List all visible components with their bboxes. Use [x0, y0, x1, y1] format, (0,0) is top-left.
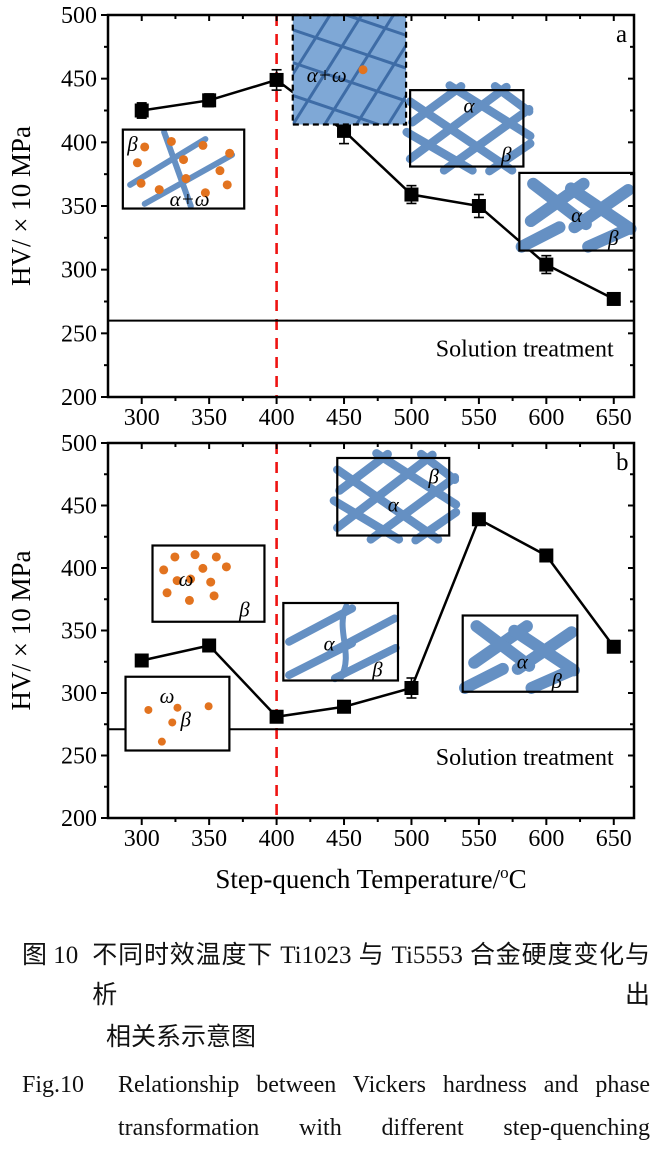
x-axis-tick-label: 600 — [528, 826, 564, 852]
x-axis-tick-label: 650 — [596, 826, 632, 852]
inset-micrograph: αβ — [515, 171, 637, 253]
x-axis-tick-label: 350 — [191, 405, 227, 431]
y-axis-tick-label: 250 — [61, 321, 97, 347]
x-axis-tick-label: 300 — [124, 405, 160, 431]
data-point — [202, 93, 217, 108]
y-axis-tick-label: 350 — [61, 619, 97, 645]
y-axis-title: HV/ × 10 MPa — [6, 126, 36, 286]
inset-label: α+ω — [170, 187, 210, 211]
data-point — [404, 681, 419, 695]
inset-micrograph: αβ — [329, 449, 461, 545]
inset-label: α — [464, 93, 476, 117]
inset-label: α+ω — [307, 63, 347, 87]
inset-label: β — [500, 142, 512, 166]
caption-chinese-line1: 图 10 不同时效温度下 Ti1023 与 Ti5553 合金硬度变化与析出 — [22, 936, 650, 1016]
caption-chinese-figure-number: 图 10 — [22, 942, 79, 969]
x-axis-tick-label: 500 — [393, 405, 429, 431]
data-point — [337, 699, 352, 714]
inset-label: α — [571, 203, 583, 227]
inset-label: α — [388, 493, 400, 517]
x-axis-tick-label: 600 — [528, 405, 564, 431]
y-axis-tick-label: 400 — [61, 556, 97, 582]
y-axis-tick-label: 450 — [61, 67, 97, 93]
inset-label: β — [126, 132, 138, 156]
inset-micrograph: αβ — [459, 614, 580, 694]
x-axis-tick-label: 550 — [461, 405, 497, 431]
solution-treatment-label: Solution treatment — [436, 745, 614, 771]
solution-treatment-label: Solution treatment — [436, 337, 614, 363]
x-axis-tick-label: 450 — [326, 826, 362, 852]
inset-label: α — [517, 649, 529, 673]
data-point — [471, 512, 486, 527]
y-axis-tick-label: 400 — [61, 130, 97, 156]
x-axis-tick-label: 550 — [461, 826, 497, 852]
y-axis-tick-label: 300 — [61, 258, 97, 284]
data-point — [404, 187, 419, 202]
inset-label: β — [371, 658, 383, 682]
y-axis-title: HV/ × 10 MPa — [6, 550, 36, 710]
y-axis-tick-label: 350 — [61, 194, 97, 220]
data-point — [134, 653, 149, 668]
inset-micrograph: α+ω — [291, 13, 408, 126]
axis-ticks — [101, 442, 634, 825]
x-axis-tick-label: 350 — [191, 826, 227, 852]
caption-english-figure-number: Fig.10 — [22, 1072, 85, 1098]
data-point — [269, 72, 284, 87]
caption-english-text: Relationship between Vickers hardness an… — [118, 1064, 650, 1152]
y-axis-tick-label: 200 — [61, 385, 97, 411]
x-axis-tick-label: 450 — [326, 405, 362, 431]
inset-label: β — [550, 669, 562, 693]
x-axis-title: Step-quench Temperature/oC — [215, 863, 526, 894]
inset-label: β — [427, 465, 439, 489]
data-point — [539, 257, 554, 272]
data-point — [337, 123, 352, 138]
data-point — [471, 199, 486, 213]
inset-label: β — [607, 226, 619, 250]
y-axis-tick-label: 500 — [61, 3, 97, 29]
inset-micrograph: ωβ — [124, 675, 231, 752]
data-point — [134, 103, 149, 118]
x-axis-tick-label: 650 — [596, 405, 632, 431]
caption-english-line1: Relationship between Vickers hardness an… — [118, 1072, 650, 1098]
caption-english-line2: transformation with different step-quenc… — [118, 1115, 650, 1141]
axis-ticks — [101, 14, 634, 404]
data-point — [269, 709, 284, 724]
y-axis-tick-label: 200 — [61, 806, 97, 832]
inset-label: ω — [179, 567, 194, 591]
panel-label: b — [616, 449, 629, 476]
data-point — [606, 291, 621, 306]
x-axis-tick-label: 300 — [124, 826, 160, 852]
inset-micrograph: αβ — [402, 81, 535, 176]
panel-label: a — [616, 21, 627, 48]
y-axis-tick-label: 300 — [61, 681, 97, 707]
hardness-curve — [141, 517, 615, 719]
inset-label: β — [180, 708, 192, 732]
inset-micrograph: β α+ω — [121, 128, 246, 211]
inset-label: ω — [160, 684, 175, 708]
inset-label: β — [238, 598, 250, 622]
caption-english: Fig.10 Relationship between Vickers hard… — [22, 1064, 650, 1152]
y-axis-tick-label: 450 — [61, 494, 97, 520]
x-axis-tick-label: 500 — [393, 826, 429, 852]
figure-caption: 图 10 不同时效温度下 Ti1023 与 Ti5553 合金硬度变化与析出 相… — [22, 936, 650, 1152]
y-axis-tick-label: 250 — [61, 744, 97, 770]
caption-chinese-line2: 相关系示意图 — [106, 1024, 257, 1051]
y-axis-tick-label: 500 — [61, 431, 97, 457]
data-point — [539, 548, 554, 563]
inset-micrograph: ωβ — [151, 544, 266, 623]
x-axis-tick-label: 400 — [259, 405, 295, 431]
data-point — [202, 638, 217, 653]
caption-chinese-text: 不同时效温度下 Ti1023 与 Ti5553 合金硬度变化与析出 — [92, 942, 650, 1009]
inset-label: α — [324, 631, 336, 655]
hardness-curve — [141, 78, 615, 301]
inset-micrograph: αβ — [282, 601, 400, 683]
data-point — [606, 639, 621, 654]
x-axis-tick-label: 400 — [259, 826, 295, 852]
